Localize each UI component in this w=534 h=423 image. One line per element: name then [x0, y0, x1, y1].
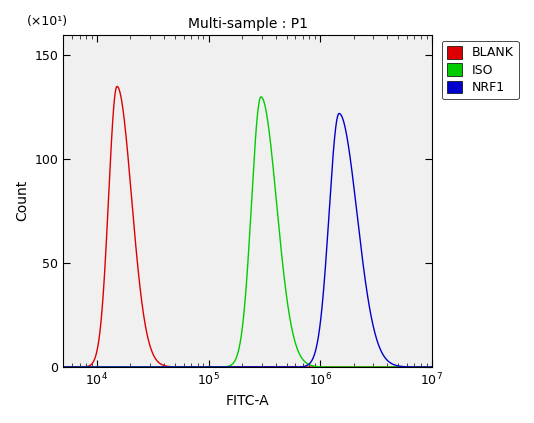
NRF1	[382, 355, 388, 360]
ISO	[258, 94, 264, 99]
BLANK	[428, 365, 435, 370]
NRF1	[336, 111, 342, 116]
ISO	[201, 365, 208, 370]
BLANK	[217, 365, 224, 370]
NRF1	[428, 365, 435, 370]
BLANK	[102, 258, 108, 264]
ISO	[60, 365, 67, 370]
BLANK	[60, 365, 67, 370]
ISO	[124, 365, 130, 370]
NRF1	[201, 365, 208, 370]
BLANK	[201, 365, 208, 370]
NRF1	[124, 365, 130, 370]
Text: (×10¹): (×10¹)	[27, 15, 68, 28]
BLANK	[382, 365, 388, 370]
NRF1	[421, 365, 428, 370]
X-axis label: FITC-A: FITC-A	[226, 394, 269, 408]
Legend: BLANK, ISO, NRF1: BLANK, ISO, NRF1	[442, 41, 519, 99]
BLANK	[124, 147, 130, 152]
BLANK	[114, 84, 120, 89]
Y-axis label: Count: Count	[15, 180, 29, 221]
BLANK	[421, 365, 428, 370]
ISO	[428, 365, 435, 370]
Line: BLANK: BLANK	[64, 86, 431, 367]
Title: Multi-sample : P1: Multi-sample : P1	[187, 16, 308, 30]
NRF1	[217, 365, 224, 370]
ISO	[382, 365, 388, 370]
ISO	[421, 365, 428, 370]
NRF1	[102, 365, 108, 370]
ISO	[102, 365, 108, 370]
NRF1	[60, 365, 67, 370]
Line: NRF1: NRF1	[64, 113, 431, 367]
ISO	[217, 364, 224, 369]
Line: ISO: ISO	[64, 97, 431, 367]
